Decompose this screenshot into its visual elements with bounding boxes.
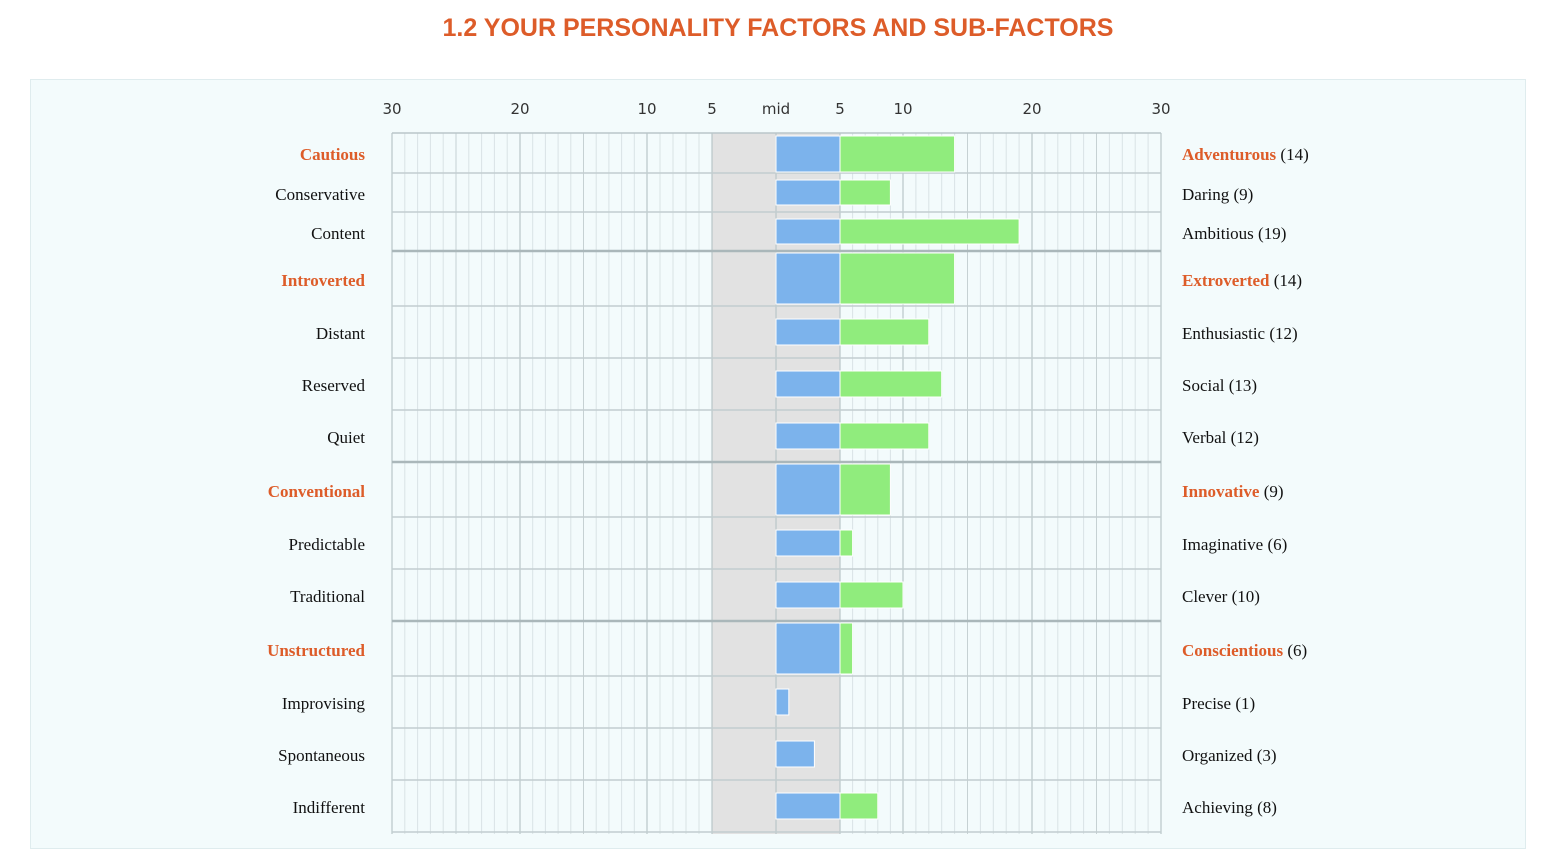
- trait-score: (6): [1263, 535, 1288, 554]
- tick-label: 5: [707, 100, 717, 118]
- score-bar: [839, 529, 854, 557]
- score-bar: [839, 370, 943, 398]
- subfactor-label-right: Precise (1): [1182, 694, 1255, 714]
- mid-bar: [775, 792, 841, 820]
- trait-name: Enthusiastic: [1182, 324, 1266, 343]
- subfactor-label-left: Distant: [315, 324, 365, 343]
- trait-name: Daring: [1182, 184, 1230, 204]
- trait-name: Adventurous: [1182, 145, 1277, 164]
- subfactor-label-right: Imaginative (6): [1182, 535, 1287, 555]
- mid-bar: [775, 688, 790, 716]
- trait-score: (13): [1224, 376, 1258, 395]
- subfactor-label-right: Ambitious (19): [1182, 224, 1286, 244]
- tick-label: 30: [382, 100, 402, 118]
- trait-score: (8): [1252, 798, 1277, 817]
- trait-name: Clever: [1182, 587, 1228, 606]
- mid-bar: [775, 463, 841, 516]
- subfactor-label-left: Conservative: [275, 184, 365, 204]
- mid-bar: [775, 179, 841, 206]
- score-bar: [839, 218, 1020, 245]
- trait-score: (14): [1276, 145, 1309, 164]
- subfactor-label-left: Quiet: [327, 428, 365, 447]
- mid-bar: [775, 135, 841, 173]
- subfactor-label-right: Organized (3): [1182, 746, 1277, 766]
- trait-name: Verbal: [1182, 428, 1227, 447]
- trait-name: Conscientious: [1182, 640, 1284, 660]
- mid-bar: [775, 581, 841, 609]
- subfactor-label-left: Predictable: [288, 535, 365, 554]
- trait-score: (1): [1231, 694, 1256, 713]
- factor-label-left: Unstructured: [267, 640, 365, 660]
- tick-label: 10: [893, 100, 913, 118]
- tick-label: 5: [835, 100, 845, 118]
- trait-name: Social: [1182, 376, 1225, 395]
- score-bar: [839, 622, 854, 675]
- subfactor-label-right: Daring (9): [1182, 185, 1253, 205]
- subfactor-label-right: Enthusiastic (12): [1182, 324, 1298, 344]
- trait-name: Organized: [1182, 746, 1253, 765]
- factor-label-right: Adventurous (14): [1182, 145, 1309, 165]
- trait-name: Imaginative: [1182, 535, 1264, 554]
- trait-score: (9): [1229, 184, 1254, 204]
- tick-label: 10: [637, 100, 657, 118]
- trait-score: (12): [1265, 324, 1298, 343]
- mid-bar: [775, 422, 841, 450]
- subfactor-label-right: Achieving (8): [1182, 798, 1277, 818]
- subfactor-label-right: Social (13): [1182, 376, 1257, 396]
- tick-label: 20: [1022, 100, 1042, 118]
- score-bar: [839, 792, 879, 820]
- mid-bar: [775, 252, 841, 305]
- tick-label: mid: [761, 100, 791, 118]
- score-bar: [839, 252, 956, 305]
- trait-name: Innovative: [1182, 481, 1260, 501]
- subfactor-label-left: Improvising: [281, 694, 365, 713]
- mid-bar: [775, 218, 841, 245]
- mid-bar: [775, 740, 815, 768]
- score-bar: [839, 581, 904, 609]
- trait-score: (9): [1259, 481, 1284, 501]
- factor-label-right: Innovative (9): [1182, 482, 1284, 502]
- factor-label-left: Cautious: [299, 145, 365, 164]
- subfactor-label-left: Indifferent: [292, 798, 365, 817]
- subfactor-label-right: Verbal (12): [1182, 428, 1259, 448]
- factor-label-right: Conscientious (6): [1182, 641, 1307, 661]
- tick-label: 30: [1151, 100, 1171, 118]
- trait-name: Ambitious: [1182, 223, 1254, 243]
- page-title: 1.2 YOUR PERSONALITY FACTORS AND SUB-FAC…: [442, 14, 1114, 42]
- score-bar: [839, 179, 891, 206]
- subfactor-label-left: Spontaneous: [278, 746, 365, 765]
- mid-bar: [775, 370, 841, 398]
- trait-name: Extroverted: [1182, 270, 1270, 290]
- score-bar: [839, 318, 930, 346]
- subfactor-label-left: Reserved: [301, 376, 365, 395]
- score-bar: [839, 135, 956, 173]
- score-bar: [839, 422, 930, 450]
- factor-label-right: Extroverted (14): [1182, 271, 1302, 291]
- trait-score: (6): [1283, 640, 1308, 660]
- mid-band: [712, 133, 776, 834]
- trait-score: (14): [1269, 270, 1303, 290]
- score-bar: [839, 463, 891, 516]
- factor-label-left: Introverted: [281, 270, 365, 290]
- subfactor-label-left: Content: [311, 223, 365, 243]
- subfactor-label-left: Traditional: [290, 587, 365, 606]
- trait-score: (3): [1252, 746, 1277, 765]
- mid-bar: [775, 318, 841, 346]
- trait-score: (19): [1253, 223, 1287, 243]
- subfactor-label-right: Clever (10): [1182, 587, 1260, 607]
- trait-name: Precise: [1182, 694, 1232, 713]
- factor-label-left: Conventional: [267, 481, 365, 501]
- trait-score: (12): [1226, 428, 1259, 447]
- trait-score: (10): [1227, 587, 1260, 606]
- trait-name: Achieving: [1182, 798, 1253, 817]
- mid-bar: [775, 529, 841, 557]
- tick-label: 20: [510, 100, 530, 118]
- mid-bar: [775, 622, 841, 675]
